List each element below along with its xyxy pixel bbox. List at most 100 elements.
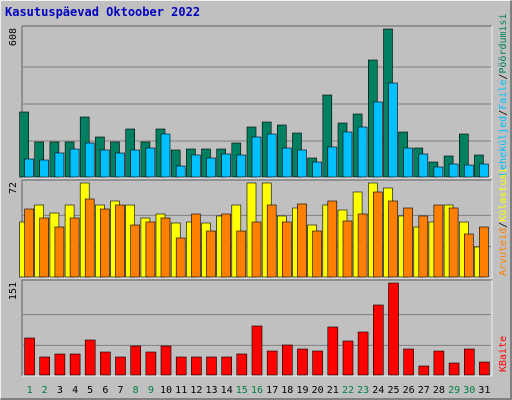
- bar-faile-day-30: [463, 164, 474, 178]
- bar-arvuteid-day-16: [251, 221, 262, 278]
- bar-faile-day-6: [100, 149, 110, 178]
- day-label-3: 3: [57, 385, 63, 396]
- bar-faile-day-11: [175, 165, 186, 178]
- bar-kbaite-day-5: [84, 339, 96, 376]
- bar-arvuteid-day-17: [266, 204, 277, 278]
- bar-kbaite-day-16: [251, 325, 263, 376]
- day-label-19: 19: [296, 385, 308, 396]
- day-label-8: 8: [133, 385, 139, 396]
- bar-pöördumisi-day-1: [19, 111, 29, 178]
- bar-arvuteid-day-4: [69, 217, 80, 278]
- bar-arvuteid-day-7: [115, 204, 125, 278]
- bar-arvuteid-day-3: [54, 226, 65, 278]
- day-label-2: 2: [42, 385, 48, 396]
- bar-arvuteid-day-15: [236, 230, 247, 278]
- day-label-14: 14: [221, 385, 233, 396]
- bar-arvuteid-day-29: [448, 207, 459, 278]
- bar-faile-day-20: [312, 161, 322, 178]
- bar-faile-day-10: [160, 133, 171, 178]
- bar-kbaite-day-20: [312, 350, 323, 376]
- day-label-15: 15: [236, 385, 248, 396]
- bar-faile-day-14: [221, 153, 231, 178]
- bar-kbaite-day-1: [24, 337, 35, 376]
- bar-faile-day-22: [342, 131, 353, 178]
- legend-part: Leheküljed: [498, 116, 509, 176]
- chart-title: Kasutuspäevad Oktoober 2022: [5, 5, 201, 19]
- bar-arvuteid-day-25: [388, 200, 398, 278]
- bar-kbaite-day-27: [418, 365, 430, 376]
- day-label-12: 12: [190, 385, 202, 396]
- day-label-7: 7: [117, 385, 123, 396]
- bar-faile-day-1: [24, 158, 34, 178]
- bar-arvuteid-day-10: [160, 217, 171, 278]
- bar-faile-day-9: [145, 147, 156, 178]
- bar-kbaite-day-23: [357, 331, 369, 376]
- bar-faile-day-15: [236, 154, 247, 178]
- day-label-1: 1: [27, 385, 33, 396]
- bar-faile-day-23: [357, 126, 368, 178]
- day-label-27: 27: [418, 385, 430, 396]
- bar-faile-day-17: [266, 133, 277, 178]
- day-label-6: 6: [102, 385, 108, 396]
- day-label-13: 13: [205, 385, 217, 396]
- bar-arvuteid-day-24: [372, 191, 383, 278]
- bar-arvuteid-day-13: [206, 230, 216, 278]
- bar-faile-day-2: [39, 159, 50, 178]
- bar-faile-day-4: [69, 148, 80, 178]
- bar-faile-day-19: [297, 149, 307, 178]
- day-label-20: 20: [312, 385, 324, 396]
- bar-kbaite-day-17: [266, 350, 278, 376]
- bar-faile-day-29: [448, 163, 459, 178]
- day-label-10: 10: [160, 385, 172, 396]
- y-max-label: 151: [8, 282, 19, 300]
- day-label-11: 11: [175, 385, 187, 396]
- legend-part: Külastusi: [498, 168, 509, 222]
- bar-faile-day-28: [433, 166, 444, 178]
- day-label-31: 31: [478, 385, 490, 396]
- bar-kbaite-day-24: [372, 304, 384, 376]
- bar-kbaite-day-26: [403, 348, 414, 376]
- day-label-9: 9: [148, 385, 154, 396]
- bar-kbaite-day-31: [479, 361, 490, 376]
- bar-kbaite-day-25: [388, 282, 399, 376]
- day-label-17: 17: [266, 385, 278, 396]
- bar-arvuteid-day-30: [463, 233, 474, 278]
- bar-arvuteid-day-23: [357, 213, 368, 278]
- bar-faile-day-21: [327, 146, 338, 178]
- day-label-29: 29: [448, 385, 460, 396]
- bar-faile-day-12: [191, 154, 201, 178]
- bar-kbaite-day-14: [221, 356, 232, 376]
- bar-kbaite-day-21: [327, 326, 339, 376]
- day-label-5: 5: [87, 385, 93, 396]
- legend-part: Arvuteid: [498, 228, 509, 276]
- bar-arvuteid-day-20: [312, 230, 322, 278]
- bar-kbaite-day-28: [433, 350, 445, 376]
- bar-arvuteid-day-27: [418, 215, 429, 278]
- bar-kbaite-day-3: [54, 353, 66, 376]
- bar-kbaite-day-13: [206, 356, 217, 376]
- bar-arvuteid-day-14: [221, 213, 231, 278]
- bar-faile-day-5: [84, 142, 95, 178]
- legend-label: KBaite: [498, 336, 509, 372]
- bar-arvuteid-day-2: [39, 217, 50, 278]
- bar-arvuteid-day-18: [281, 221, 292, 278]
- bar-kbaite-day-11: [175, 356, 187, 376]
- bar-arvuteid-day-5: [84, 198, 95, 278]
- bar-pöördumisi-day-30: [458, 133, 469, 178]
- bar-faile-day-8: [130, 149, 140, 178]
- bar-faile-day-31: [479, 163, 489, 178]
- bar-arvuteid-day-21: [327, 200, 338, 278]
- bar-arvuteid-day-9: [145, 221, 156, 278]
- bar-kbaite-day-4: [69, 353, 81, 376]
- day-label-21: 21: [327, 385, 339, 396]
- bar-kbaite-day-12: [191, 356, 202, 376]
- bar-arvuteid-day-28: [433, 204, 444, 278]
- bar-arvuteid-day-8: [130, 224, 140, 278]
- bar-arvuteid-day-1: [24, 208, 34, 278]
- bar-pöördumisi-day-11: [170, 149, 181, 178]
- legend-part: /: [498, 222, 509, 228]
- bar-arvuteid-day-12: [191, 213, 201, 278]
- bar-faile-day-18: [281, 147, 292, 178]
- bar-kbaite-day-15: [236, 353, 248, 376]
